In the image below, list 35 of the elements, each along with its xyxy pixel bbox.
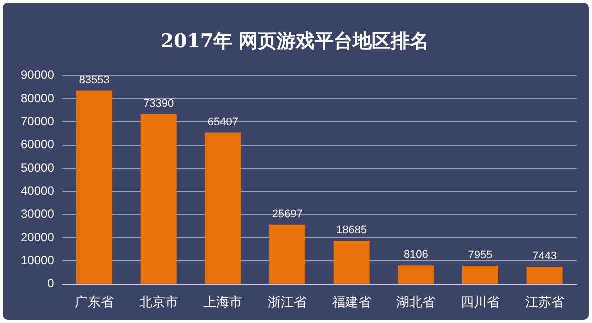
bar [526, 267, 563, 284]
x-tick-label: 福建省 [332, 296, 372, 311]
bar [76, 90, 113, 284]
y-tick-label: 70000 [20, 114, 55, 128]
bar [334, 241, 370, 284]
y-tick-label: 0 [48, 276, 55, 291]
data-label: 8106 [404, 249, 428, 262]
data-label: 25697 [272, 208, 303, 220]
y-tick-label: 20000 [20, 230, 55, 244]
data-label: 18685 [336, 224, 368, 237]
y-tick-label: 80000 [20, 91, 55, 106]
bar [270, 224, 306, 284]
y-tick-label: 90000 [20, 68, 55, 82]
x-tick-label: 北京市 [139, 296, 178, 311]
x-tick-label: 四川省 [461, 296, 500, 311]
x-tick-label: 广东省 [75, 296, 114, 311]
data-label: 73390 [144, 98, 174, 110]
y-tick-label: 10000 [20, 254, 55, 268]
x-tick-label: 上海市 [204, 296, 243, 311]
chart-title: 2017年 网页游戏平台地区排名 [160, 30, 430, 52]
y-tick-label: 60000 [20, 138, 55, 152]
x-tick-label: 湖北省 [396, 296, 436, 311]
data-label: 7443 [532, 250, 558, 263]
data-label: 7955 [468, 249, 493, 262]
bar [140, 114, 177, 284]
data-label: 65407 [208, 116, 238, 128]
y-tick-label: 50000 [20, 160, 55, 175]
bar [462, 266, 499, 284]
x-tick-label: 江苏省 [525, 296, 564, 311]
data-label: 83553 [79, 74, 110, 86]
bar [205, 132, 242, 284]
y-tick-label: 30000 [20, 207, 55, 222]
bar [398, 266, 434, 284]
x-tick-label: 浙江省 [268, 296, 308, 311]
y-tick-label: 40000 [20, 184, 55, 198]
